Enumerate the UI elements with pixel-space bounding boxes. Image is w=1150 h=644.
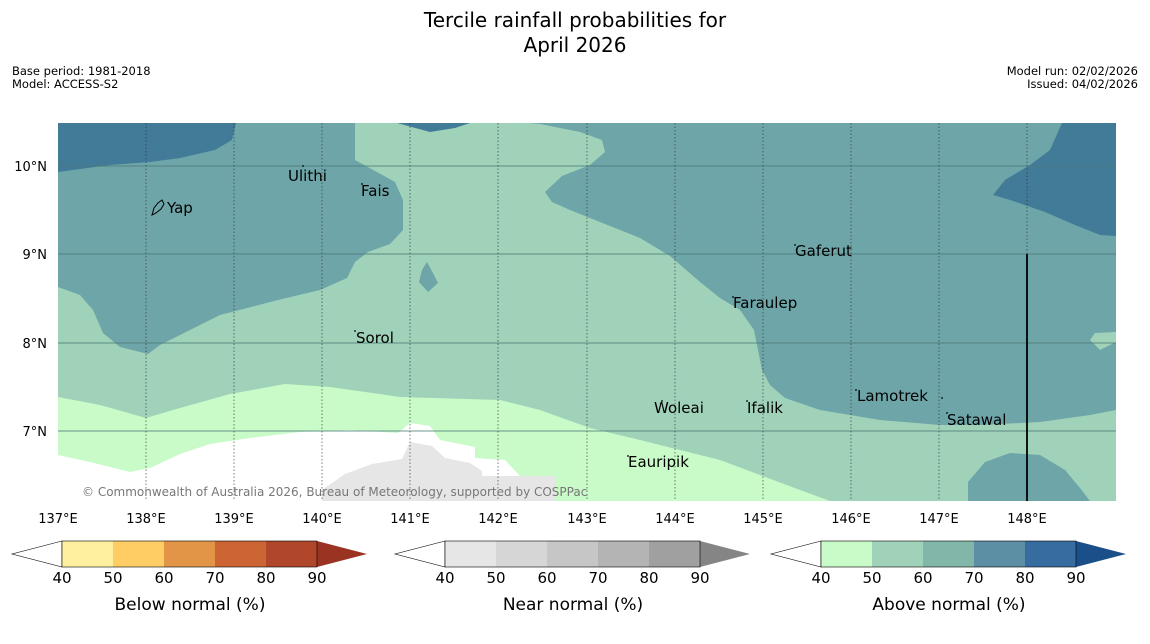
lon-label: 140°E bbox=[302, 512, 342, 527]
issued-date: Issued: 04/02/2026 bbox=[1027, 77, 1138, 91]
legend-swatch bbox=[974, 541, 1025, 567]
legend-swatch bbox=[872, 541, 923, 567]
legend-tick: 80 bbox=[1015, 569, 1034, 587]
legend-tick: 90 bbox=[307, 569, 326, 587]
legend-swatch bbox=[62, 541, 113, 567]
legend-swatch bbox=[445, 541, 496, 567]
lat-label: 8°N bbox=[23, 337, 48, 352]
place-label: Sorol bbox=[356, 329, 394, 347]
lon-label: 147°E bbox=[919, 512, 959, 527]
place-label: Ulithi bbox=[288, 167, 327, 185]
meta-left: Base period: 1981-2018 Model: ACCESS-S2 bbox=[12, 65, 151, 91]
legend-tick: 90 bbox=[690, 569, 709, 587]
legend-swatch bbox=[215, 541, 266, 567]
legend-triangle-left bbox=[393, 540, 446, 568]
lat-label: 7°N bbox=[23, 425, 48, 440]
legend-swatch bbox=[164, 541, 215, 567]
region-above-60-70-southeast bbox=[968, 453, 1090, 501]
legend-tick: 50 bbox=[862, 569, 881, 587]
legend-tick: 80 bbox=[256, 569, 275, 587]
place-label: Fais bbox=[361, 182, 390, 200]
legend-tick: 60 bbox=[913, 569, 932, 587]
lon-label: 146°E bbox=[831, 512, 871, 527]
legend-title: Below normal (%) bbox=[115, 595, 266, 615]
model-run: Model run: 02/02/2026 bbox=[1006, 64, 1138, 78]
island-dots bbox=[302, 165, 948, 457]
legend-swatch bbox=[496, 541, 547, 567]
legend-title: Above normal (%) bbox=[872, 595, 1025, 615]
place-label: Satawal bbox=[947, 411, 1006, 429]
place-label: Gaferut bbox=[795, 242, 852, 260]
lon-label: 145°E bbox=[743, 512, 783, 527]
region-above-60-70-east bbox=[530, 123, 1116, 425]
base-period: Base period: 1981-2018 bbox=[12, 64, 151, 78]
legend-swatch bbox=[1025, 541, 1076, 567]
place-label: Faraulep bbox=[733, 294, 797, 312]
legend-triangle-right bbox=[700, 541, 750, 567]
legend-swatch bbox=[598, 541, 649, 567]
lon-label: 139°E bbox=[214, 512, 254, 527]
lon-label: 141°E bbox=[390, 512, 430, 527]
lat-label: 9°N bbox=[23, 248, 48, 263]
region-above-60-70-blob bbox=[419, 262, 438, 292]
legend-triangle-right bbox=[1076, 541, 1126, 567]
legend-swatch bbox=[923, 541, 974, 567]
legend-tick: 40 bbox=[52, 569, 71, 587]
place-label: Eauripik bbox=[628, 453, 689, 471]
copyright-notice: © Commonwealth of Australia 2026, Bureau… bbox=[82, 485, 587, 499]
legend-tick: 80 bbox=[639, 569, 658, 587]
yap-island-outline bbox=[151, 199, 165, 216]
legend-swatch bbox=[113, 541, 164, 567]
legend-triangle-left bbox=[769, 540, 822, 568]
region-near-40-50 bbox=[322, 442, 556, 501]
legend-swatch bbox=[547, 541, 598, 567]
legend-tick: 70 bbox=[964, 569, 983, 587]
legend-tick: 50 bbox=[486, 569, 505, 587]
lon-label: 143°E bbox=[567, 512, 607, 527]
title-line-2: April 2026 bbox=[523, 33, 627, 57]
legend-tick: 40 bbox=[435, 569, 454, 587]
legend-above-normal: 40 50 60 70 80 90 Above normal (%) bbox=[769, 540, 1126, 615]
model-name: Model: ACCESS-S2 bbox=[12, 77, 119, 91]
legend-swatch bbox=[649, 541, 700, 567]
lon-label: 148°E bbox=[1007, 512, 1047, 527]
map-title: Tercile rainfall probabilities for April… bbox=[0, 8, 1150, 58]
lon-gridlines bbox=[145, 123, 1028, 501]
probability-map: Ulithi Fais Yap Gaferut Faraulep Sorol L… bbox=[58, 123, 1116, 501]
legend-title: Near normal (%) bbox=[503, 595, 643, 615]
legend-swatch bbox=[821, 541, 872, 567]
legend-tick: 40 bbox=[811, 569, 830, 587]
place-label: Lamotrek bbox=[857, 387, 928, 405]
meta-right: Model run: 02/02/2026 Issued: 04/02/2026 bbox=[1007, 65, 1138, 91]
legend-tick: 70 bbox=[588, 569, 607, 587]
place-label: Woleai bbox=[654, 399, 704, 417]
lat-label: 10°N bbox=[14, 160, 47, 175]
region-above-60-70-west bbox=[58, 123, 403, 354]
region-above-70-80-north bbox=[397, 123, 470, 132]
place-label: Yap bbox=[166, 199, 193, 217]
legend-tick: 70 bbox=[205, 569, 224, 587]
legend-triangle-right bbox=[317, 541, 367, 567]
legend-tick: 60 bbox=[154, 569, 173, 587]
lon-label: 144°E bbox=[655, 512, 695, 527]
lon-label: 142°E bbox=[478, 512, 518, 527]
lon-label: 138°E bbox=[126, 512, 166, 527]
legend-tick: 60 bbox=[537, 569, 556, 587]
region-above-70-80-northwest bbox=[58, 123, 236, 172]
legend-tick: 90 bbox=[1066, 569, 1085, 587]
place-label: Ifalik bbox=[747, 399, 783, 417]
legend-near-normal: 40 50 60 70 80 90 Near normal (%) bbox=[393, 540, 750, 615]
region-above-70-80-northeast bbox=[993, 123, 1116, 236]
title-line-1: Tercile rainfall probabilities for bbox=[423, 8, 727, 32]
legend-swatch bbox=[266, 541, 317, 567]
legend-below-normal: 40 50 60 70 80 90 Below normal (%) bbox=[10, 540, 367, 615]
legend-triangle-left bbox=[10, 540, 63, 568]
legend-tick: 50 bbox=[103, 569, 122, 587]
lon-label: 137°E bbox=[38, 512, 78, 527]
